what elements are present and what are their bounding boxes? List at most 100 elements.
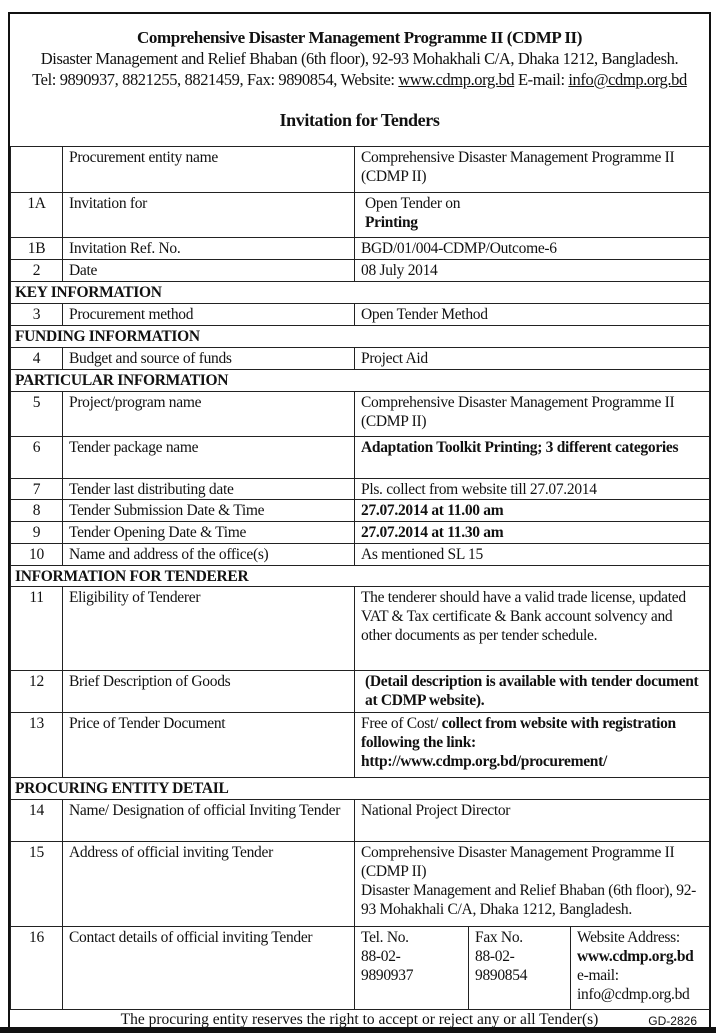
row-number: 2 (10, 259, 63, 282)
row-label: Project/program name (62, 391, 355, 437)
row-number: 10 (10, 543, 63, 566)
fax-label: Fax No. (475, 929, 523, 946)
row-value-cell: Project Aid (354, 347, 710, 370)
row-value-cell: Comprehensive Disaster Management Progra… (354, 841, 710, 927)
section-title: PROCURING ENTITY DETAIL (10, 777, 710, 800)
row-value-cell: Comprehensive Disaster Management Progra… (354, 146, 710, 193)
row-value: Comprehensive Disaster Management Progra… (361, 844, 675, 880)
row-value-cell: National Project Director (354, 799, 710, 842)
row-number: 1B (10, 237, 63, 260)
table-row: 5 Project/program name Comprehensive Disas… (10, 391, 710, 437)
fax-value: 88-02-9890854 (475, 948, 528, 984)
section-header: PROCURING ENTITY DETAIL (10, 777, 710, 800)
section-title: PARTICULAR INFORMATION (10, 369, 710, 392)
table-row: 15 Address of official inviting Tender Com… (10, 841, 710, 927)
table-row: 6 Tender package name Adaptation Toolkit P… (10, 436, 710, 479)
row-value: 08 July 2014 (361, 262, 438, 279)
section-title: INFORMATION FOR TENDERER (10, 565, 710, 587)
tel-value: 88-02-9890937 (361, 948, 414, 984)
table-row: 9 Tender Opening Date & Time 27.07.2014 at… (10, 521, 710, 544)
row-link[interactable]: http://www.cdmp.org.bd/procurement/ (361, 753, 607, 770)
row-number (10, 146, 63, 193)
row-value: Comprehensive Disaster Management Progra… (361, 149, 675, 185)
row-value: As mentioned SL 15 (361, 546, 483, 563)
section-title: FUNDING INFORMATION (10, 325, 710, 348)
table-row: 3 Procurement method Open Tender Method (10, 303, 710, 326)
org-address: Disaster Management and Relief Bhaban (6… (40, 49, 679, 68)
table-row: 12 Brief Description of Goods (Detail desc… (10, 670, 710, 713)
table-row: 14 Name/ Designation of official Inviting… (10, 799, 710, 842)
row-value-2: Disaster Management and Relief Bhaban (6… (361, 882, 697, 918)
contact-text: Tel: 9890937, 8821255, 8821459, Fax: 989… (32, 70, 399, 89)
row-value-cell: As mentioned SL 15 (354, 543, 710, 566)
email-link[interactable]: info@cdmp.org.bd (568, 70, 687, 89)
row-number: 5 (10, 391, 63, 437)
row-value: Project Aid (361, 350, 428, 367)
row-number: 1A (10, 192, 63, 238)
row-label: Invitation for (62, 192, 355, 238)
row-label: Procurement method (62, 303, 355, 326)
table-row: 8 Tender Submission Date & Time 27.07.2014… (10, 499, 710, 522)
email-label: E-mail: (514, 70, 569, 89)
row-value: Pls. collect from website till 27.07.201… (361, 481, 597, 498)
row-number: 3 (10, 303, 63, 326)
tender-table: Procurement entity name Comprehensive Dis… (10, 146, 710, 927)
row-number: 12 (10, 670, 63, 713)
row-label: Brief Description of Goods (62, 670, 355, 713)
row-number: 16 (10, 926, 63, 1010)
row-number: 8 (10, 499, 63, 522)
row-value-bold: Printing (365, 214, 418, 231)
row-value-cell: Comprehensive Disaster Management Progra… (354, 391, 710, 437)
footer: The procuring entity reserves the right … (10, 1010, 709, 1031)
row-label: Price of Tender Document (62, 712, 355, 778)
row-value-cell: BGD/01/004-CDMP/Outcome-6 (354, 237, 710, 260)
row-value-bold: Adaptation Toolkit Printing; 3 different… (361, 439, 679, 456)
table-row: 1B Invitation Ref. No. BGD/01/004-CDMP/Out… (10, 237, 710, 260)
row-label: Tender Submission Date & Time (62, 499, 355, 522)
section-header: FUNDING INFORMATION (10, 325, 710, 348)
table-row: 2 Date 08 July 2014 (10, 259, 710, 282)
row-value: BGD/01/004-CDMP/Outcome-6 (361, 240, 557, 257)
table-row: 13 Price of Tender Document Free of Cost/ … (10, 712, 710, 778)
row-label: Procurement entity name (62, 146, 355, 193)
website-link[interactable]: www.cdmp.org.bd (398, 70, 515, 89)
row-number: 9 (10, 521, 63, 544)
row-number: 4 (10, 347, 63, 370)
row-number: 15 (10, 841, 63, 927)
row-number: 7 (10, 478, 63, 500)
row-label: Budget and source of funds (62, 347, 355, 370)
row-value-cell: The tenderer should have a valid trade l… (354, 586, 710, 671)
email-value[interactable]: info@cdmp.org.bd (577, 986, 690, 1003)
row-value: Open Tender Method (361, 306, 488, 323)
row-label: Tender Opening Date & Time (62, 521, 355, 544)
tender-notice: Comprehensive Disaster Management Progra… (8, 12, 711, 1028)
row-value-bold: 27.07.2014 at 11.00 am (361, 502, 504, 519)
row-value-cell: Open Tender Method (354, 303, 710, 326)
row-label: Invitation Ref. No. (62, 237, 355, 260)
table-row: 11 Eligibility of Tenderer The tenderer sh… (10, 586, 710, 671)
org-contact: Tel: 9890937, 8821255, 8821459, Fax: 989… (10, 69, 709, 90)
web-value[interactable]: www.cdmp.org.bd (577, 948, 694, 965)
row-label: Contact details of official inviting Ten… (62, 926, 355, 1010)
row-value-cell: Free of Cost/ collect from website with … (354, 712, 710, 778)
notice-header: Comprehensive Disaster Management Progra… (10, 14, 709, 146)
row-value-bold: (Detail description is available with te… (365, 673, 699, 709)
contact-table: 16 Contact details of official inviting … (10, 926, 710, 1010)
row-value: Free of Cost/ (361, 715, 439, 732)
row-value-cell: Pls. collect from website till 27.07.201… (354, 478, 710, 500)
tel-label: Tel. No. (361, 929, 409, 946)
web-label: Website Address: (577, 929, 680, 946)
row-number: 11 (10, 586, 63, 671)
row-value: National Project Director (361, 802, 511, 819)
section-title: KEY INFORMATION (10, 281, 710, 304)
row-label: Tender last distributing date (62, 478, 355, 500)
section-header: INFORMATION FOR TENDERER (10, 565, 710, 587)
bottom-rule (0, 1027, 716, 1033)
table-row: 4 Budget and source of funds Project Aid (10, 347, 710, 370)
row-number: 13 (10, 712, 63, 778)
web-cell: Website Address: www.cdmp.org.bd e-mail: in… (570, 926, 710, 1010)
row-value-cell: 27.07.2014 at 11.00 am (354, 499, 710, 522)
row-number: 14 (10, 799, 63, 842)
fax-cell: Fax No. 88-02-9890854 (468, 926, 571, 1010)
row-label: Date (62, 259, 355, 282)
